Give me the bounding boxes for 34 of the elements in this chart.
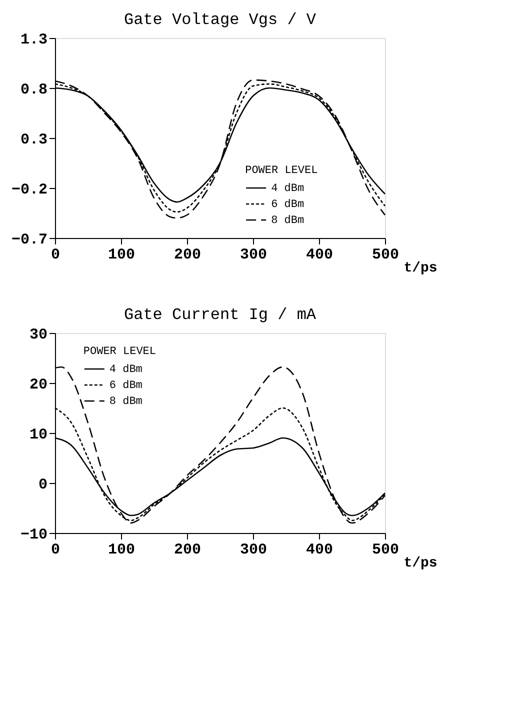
x-tick-label: 400 [306,246,334,264]
legend-label: 6 dBm [271,199,305,211]
x-axis-title: t/ps [404,260,438,276]
x-axis-title: t/ps [404,556,438,572]
x-tick-label: 0 [50,542,60,558]
x-tick-label: 200 [174,542,202,558]
x-tick-label: 100 [108,246,136,264]
x-tick-label: 0 [50,246,60,264]
x-tick-label: 300 [240,246,268,264]
legend-label: 6 dBm [109,380,143,392]
y-tick-label: 0.8 [20,82,48,98]
x-tick-label: 400 [306,542,334,558]
legend-title: POWER LEVEL [83,346,156,358]
legend-label: 8 dBm [109,396,143,408]
legend-title: POWER LEVEL [245,165,318,177]
legend-label: 4 dBm [271,183,305,195]
x-tick-label: 200 [174,246,202,264]
y-tick-label: 10 [29,426,48,444]
y-tick-label: −0.2 [11,182,48,198]
chart-title: Gate Current Ig / mA [124,306,316,324]
y-tick-label: 0 [38,476,48,494]
legend-label: 4 dBm [109,364,143,376]
y-tick-label: 30 [29,326,48,344]
legend-label: 8 dBm [271,215,305,227]
y-tick-label: −0.7 [11,232,48,248]
y-tick-label: 1.3 [20,32,48,48]
x-tick-label: 100 [108,542,136,558]
x-tick-label: 500 [372,246,400,264]
x-tick-label: 300 [240,542,268,558]
chart-title: Gate Voltage Vgs / V [124,11,316,29]
y-tick-label: −10 [20,526,48,544]
x-tick-label: 500 [372,542,400,558]
y-tick-label: 0.3 [20,132,48,148]
y-tick-label: 20 [29,376,48,394]
